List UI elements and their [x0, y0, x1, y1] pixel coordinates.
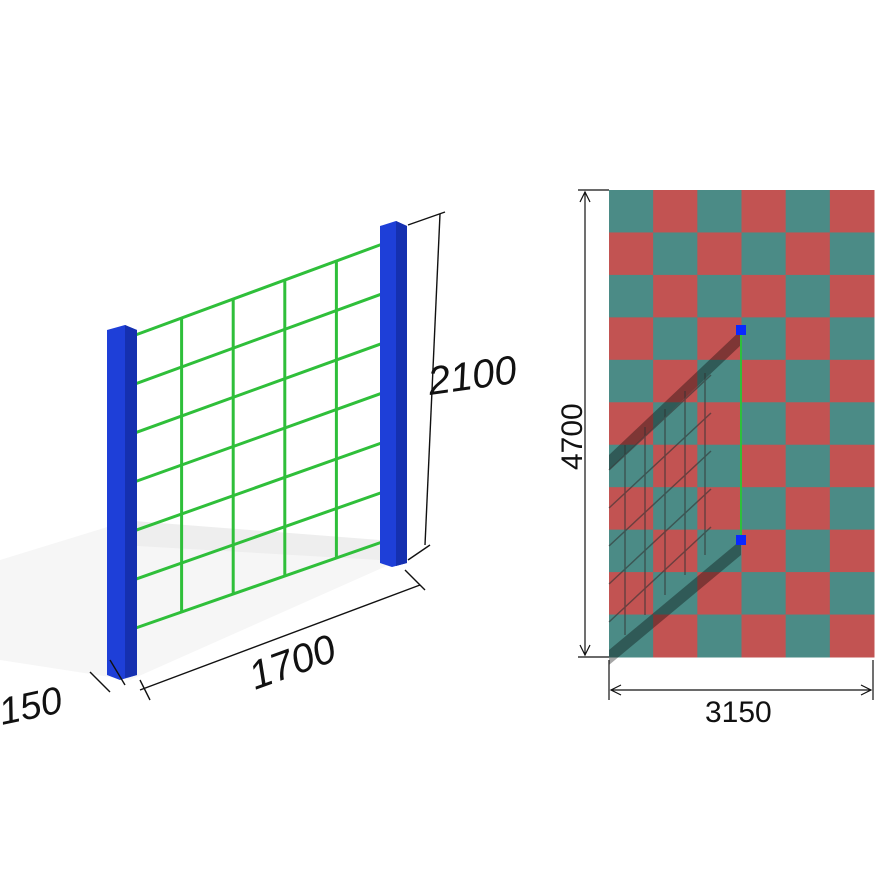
safety-tile — [785, 572, 831, 616]
safety-tile — [609, 317, 654, 361]
safety-tile — [697, 317, 742, 361]
safety-tile — [653, 614, 698, 658]
safety-tile — [785, 487, 831, 531]
safety-tile — [741, 402, 787, 446]
dimension-lines — [89, 211, 446, 701]
safety-tile — [653, 274, 698, 318]
area-width-label: 3150 — [705, 696, 772, 729]
safety-tile — [653, 232, 698, 276]
safety-tile — [741, 444, 787, 488]
safety-tile — [829, 572, 875, 616]
safety-tile — [609, 614, 654, 658]
safety-tile — [653, 572, 698, 616]
floor-shadow — [0, 520, 400, 680]
safety-tile — [609, 274, 654, 318]
safety-tile — [609, 487, 654, 531]
shadow-rail — [608, 526, 712, 623]
safety-tile — [785, 359, 831, 403]
shadow-rail — [608, 488, 712, 585]
safety-tile — [697, 614, 742, 658]
net-rail — [129, 439, 389, 534]
net-rail — [129, 538, 389, 632]
safety-tile — [741, 487, 787, 531]
top-view-post-marker — [736, 325, 746, 335]
safety-tile — [785, 402, 831, 446]
safety-tile — [785, 317, 831, 361]
depth-dimension-label: 150 — [0, 680, 66, 734]
safety-tile — [653, 402, 698, 446]
safety-tile — [829, 232, 875, 276]
safety-tile — [741, 232, 787, 276]
safety-tile — [741, 317, 787, 361]
safety-tile — [785, 529, 831, 573]
safety-tile — [609, 232, 654, 276]
safety-tile — [741, 614, 787, 658]
area-dimension-lines — [578, 189, 874, 700]
safety-tile — [785, 444, 831, 488]
right-post — [380, 221, 407, 567]
net-rail — [129, 488, 389, 583]
safety-tile — [741, 529, 787, 573]
safety-tile — [653, 487, 698, 531]
area-height-label: 4700 — [556, 403, 589, 470]
safety-tile — [653, 444, 698, 488]
climbing-net — [129, 240, 389, 632]
top-view-post-marker — [736, 535, 746, 545]
shadow-rail — [608, 450, 712, 547]
safety-tile — [829, 402, 875, 446]
safety-tile — [785, 232, 831, 276]
shadow-rail — [608, 374, 712, 471]
top-view-shadow — [609, 330, 741, 665]
left-post — [107, 325, 137, 680]
safety-tile — [609, 359, 654, 403]
safety-tile — [697, 572, 742, 616]
safety-tile — [697, 274, 742, 318]
safety-tile — [653, 359, 698, 403]
safety-tile — [609, 572, 654, 616]
shadow-rail — [608, 412, 712, 509]
length-dimension-label: 1700 — [243, 627, 342, 699]
safety-tile — [609, 444, 654, 488]
safety-tile — [829, 359, 875, 403]
safety-tile — [609, 529, 654, 573]
net-rail — [129, 339, 389, 437]
safety-tile — [741, 190, 787, 233]
safety-tile — [829, 274, 875, 318]
net-rail — [129, 290, 389, 388]
safety-tile — [829, 190, 875, 233]
safety-tile — [829, 529, 875, 573]
safety-tile — [653, 317, 698, 361]
net-rail — [129, 240, 389, 339]
safety-tile — [609, 402, 654, 446]
safety-tile — [697, 232, 742, 276]
safety-tile — [785, 614, 831, 658]
safety-tile — [609, 190, 654, 233]
safety-zone-tiles — [609, 190, 875, 658]
safety-tile — [653, 190, 698, 233]
height-dimension-label: 2100 — [424, 348, 519, 404]
safety-tile — [785, 274, 831, 318]
safety-tile — [741, 572, 787, 616]
safety-tile — [741, 359, 787, 403]
safety-tile — [829, 614, 875, 658]
safety-tile — [741, 274, 787, 318]
safety-tile — [829, 317, 875, 361]
top-view-net-shadow — [608, 373, 712, 635]
safety-tile — [697, 190, 742, 233]
safety-tile — [697, 487, 742, 531]
safety-tile — [697, 402, 742, 446]
safety-tile — [697, 444, 742, 488]
safety-tile — [829, 487, 875, 531]
safety-tile — [829, 444, 875, 488]
net-rail — [129, 389, 389, 485]
safety-tile — [785, 190, 831, 233]
